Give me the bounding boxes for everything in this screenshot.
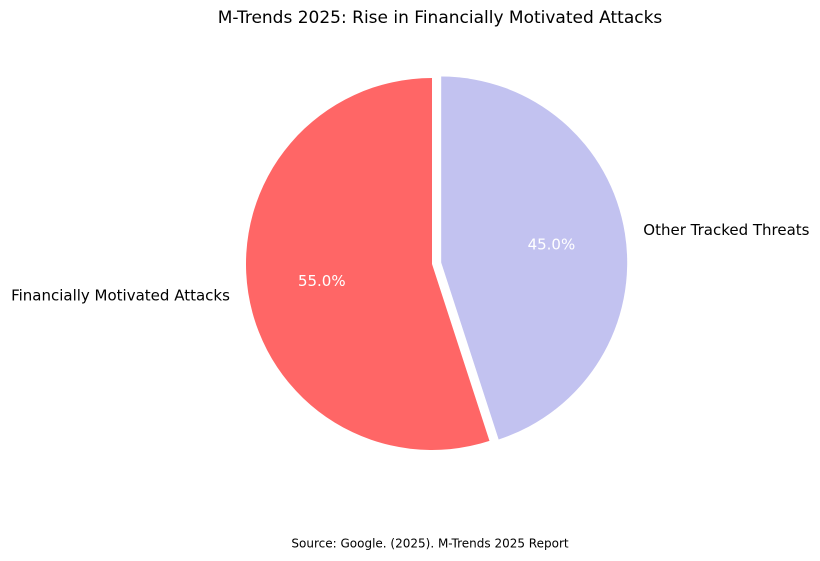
slice-label: Financially Motivated Attacks [11, 287, 230, 305]
pie-slice [246, 78, 490, 450]
percent-label: 45.0% [528, 236, 576, 254]
chart-title: M-Trends 2025: Rise in Financially Motiv… [218, 8, 663, 28]
pie-slice [441, 76, 628, 440]
source-note: Source: Google. (2025). M-Trends 2025 Re… [291, 537, 568, 551]
slice-label: Other Tracked Threats [643, 221, 809, 239]
percent-label: 55.0% [298, 272, 346, 290]
